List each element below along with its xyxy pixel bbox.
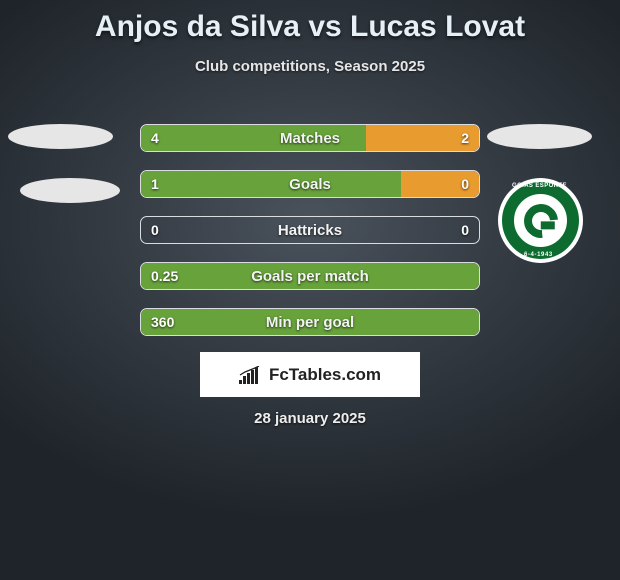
chart-icon — [239, 366, 263, 384]
stat-value-left: 0.25 — [141, 263, 188, 289]
stat-bar: 0.25Goals per match — [140, 262, 480, 290]
player-placeholder-right — [487, 124, 592, 149]
subtitle: Club competitions, Season 2025 — [0, 58, 620, 75]
attribution-text: FcTables.com — [269, 365, 381, 385]
stat-value-left: 360 — [141, 309, 184, 335]
team-crest-right: GOIÁS ESPORTE 6-4-1943 — [498, 178, 583, 263]
bar-fill-left — [141, 171, 401, 197]
attribution-banner: FcTables.com — [200, 352, 420, 397]
stat-bar: 0 0Hattricks — [140, 216, 480, 244]
stat-value-right — [459, 263, 479, 289]
stat-value-right — [459, 309, 479, 335]
stat-value-right: 2 — [451, 125, 479, 151]
stat-bar: 360Min per goal — [140, 308, 480, 336]
stat-row: 360Min per goal — [0, 299, 620, 345]
date-label: 28 january 2025 — [0, 410, 620, 427]
stat-bar: 10Goals — [140, 170, 480, 198]
page-title: Anjos da Silva vs Lucas Lovat — [0, 0, 620, 44]
bar-fill-left — [141, 263, 479, 289]
stat-value-left: 0 — [141, 217, 169, 243]
player-placeholder-left — [20, 178, 120, 203]
stat-value-left: 4 — [141, 125, 169, 151]
crest-text-top: GOIÁS ESPORTE — [512, 183, 567, 189]
stat-value-right: 0 — [451, 217, 479, 243]
crest-text-bottom: 6-4-1943 — [524, 252, 553, 258]
stat-bar: 42Matches — [140, 124, 480, 152]
bar-fill-left — [141, 125, 366, 151]
stat-value-right: 0 — [451, 171, 479, 197]
stat-label: Hattricks — [141, 217, 479, 243]
stat-value-left: 1 — [141, 171, 169, 197]
bar-fill-left — [141, 309, 479, 335]
player-placeholder-left — [8, 124, 113, 149]
